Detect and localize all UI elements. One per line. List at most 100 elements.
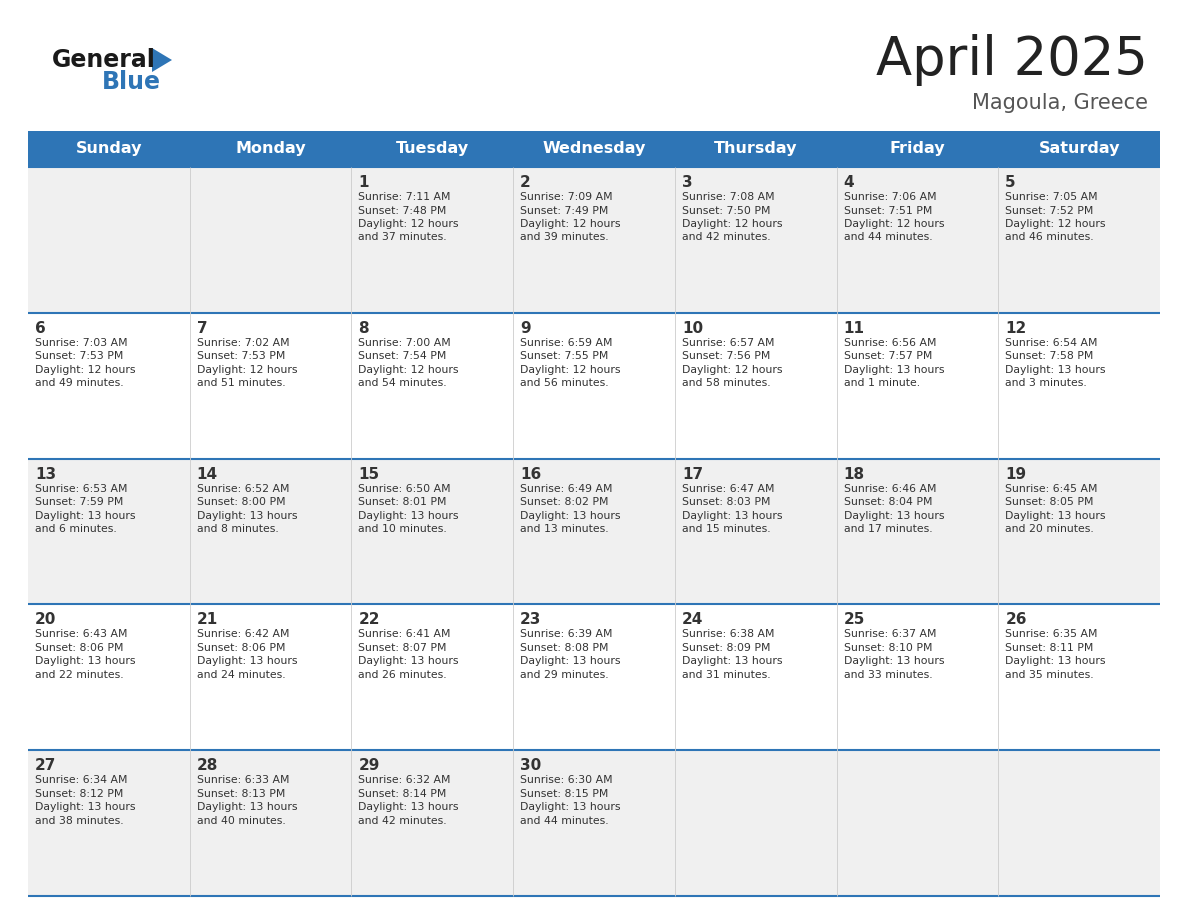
Text: 2: 2 (520, 175, 531, 190)
Text: Sunrise: 6:59 AM: Sunrise: 6:59 AM (520, 338, 613, 348)
Text: and 37 minutes.: and 37 minutes. (359, 232, 447, 242)
Text: Daylight: 12 hours: Daylight: 12 hours (843, 219, 944, 229)
Text: Sunset: 7:59 PM: Sunset: 7:59 PM (34, 498, 124, 507)
Text: Daylight: 13 hours: Daylight: 13 hours (520, 510, 620, 521)
Text: Daylight: 13 hours: Daylight: 13 hours (34, 656, 135, 666)
Text: Sunrise: 6:54 AM: Sunrise: 6:54 AM (1005, 338, 1098, 348)
Text: Sunrise: 6:41 AM: Sunrise: 6:41 AM (359, 630, 451, 640)
Text: 22: 22 (359, 612, 380, 627)
Polygon shape (152, 48, 172, 72)
Text: Sunset: 8:09 PM: Sunset: 8:09 PM (682, 643, 770, 653)
Text: 27: 27 (34, 758, 56, 773)
Text: and 20 minutes.: and 20 minutes. (1005, 524, 1094, 534)
Text: Sunrise: 6:53 AM: Sunrise: 6:53 AM (34, 484, 127, 494)
Text: and 13 minutes.: and 13 minutes. (520, 524, 608, 534)
Text: and 46 minutes.: and 46 minutes. (1005, 232, 1094, 242)
Text: 19: 19 (1005, 466, 1026, 482)
Text: Sunset: 7:58 PM: Sunset: 7:58 PM (1005, 352, 1094, 362)
Text: Saturday: Saturday (1038, 141, 1120, 156)
Text: 7: 7 (197, 320, 208, 336)
Text: Sunrise: 7:02 AM: Sunrise: 7:02 AM (197, 338, 290, 348)
Text: Daylight: 12 hours: Daylight: 12 hours (359, 364, 459, 375)
Text: and 8 minutes.: and 8 minutes. (197, 524, 278, 534)
Text: 26: 26 (1005, 612, 1026, 627)
Text: Sunrise: 6:32 AM: Sunrise: 6:32 AM (359, 775, 451, 785)
Text: 13: 13 (34, 466, 56, 482)
Text: Daylight: 13 hours: Daylight: 13 hours (520, 656, 620, 666)
Text: Sunrise: 7:03 AM: Sunrise: 7:03 AM (34, 338, 127, 348)
Text: and 6 minutes.: and 6 minutes. (34, 524, 116, 534)
Text: and 56 minutes.: and 56 minutes. (520, 378, 608, 388)
Text: General: General (52, 48, 156, 72)
Bar (29, 313, 1159, 459)
Text: Sunset: 8:15 PM: Sunset: 8:15 PM (520, 789, 608, 799)
Text: Sunrise: 6:37 AM: Sunrise: 6:37 AM (843, 630, 936, 640)
Text: Daylight: 12 hours: Daylight: 12 hours (682, 364, 783, 375)
Text: Daylight: 13 hours: Daylight: 13 hours (1005, 510, 1106, 521)
Text: Daylight: 13 hours: Daylight: 13 hours (1005, 656, 1106, 666)
Text: Sunset: 8:06 PM: Sunset: 8:06 PM (197, 643, 285, 653)
Text: Daylight: 12 hours: Daylight: 12 hours (520, 364, 620, 375)
Text: and 35 minutes.: and 35 minutes. (1005, 670, 1094, 680)
Text: Daylight: 13 hours: Daylight: 13 hours (197, 656, 297, 666)
Text: Daylight: 12 hours: Daylight: 12 hours (197, 364, 297, 375)
Text: Daylight: 12 hours: Daylight: 12 hours (34, 364, 135, 375)
Text: and 42 minutes.: and 42 minutes. (682, 232, 771, 242)
Text: 14: 14 (197, 466, 217, 482)
Text: Sunset: 8:08 PM: Sunset: 8:08 PM (520, 643, 608, 653)
Text: Sunrise: 6:30 AM: Sunrise: 6:30 AM (520, 775, 613, 785)
Text: and 1 minute.: and 1 minute. (843, 378, 920, 388)
Text: Sunrise: 6:46 AM: Sunrise: 6:46 AM (843, 484, 936, 494)
Text: 3: 3 (682, 175, 693, 190)
Text: 24: 24 (682, 612, 703, 627)
Text: and 33 minutes.: and 33 minutes. (843, 670, 933, 680)
Text: Sunday: Sunday (76, 141, 143, 156)
Bar (29, 131, 1159, 167)
Text: 11: 11 (843, 320, 865, 336)
Text: Sunrise: 6:47 AM: Sunrise: 6:47 AM (682, 484, 775, 494)
Text: Sunset: 7:57 PM: Sunset: 7:57 PM (843, 352, 931, 362)
Text: Sunset: 8:01 PM: Sunset: 8:01 PM (359, 498, 447, 507)
Text: 15: 15 (359, 466, 379, 482)
Text: 20: 20 (34, 612, 56, 627)
Text: and 17 minutes.: and 17 minutes. (843, 524, 933, 534)
Text: and 42 minutes.: and 42 minutes. (359, 816, 447, 825)
Text: Sunset: 8:10 PM: Sunset: 8:10 PM (843, 643, 933, 653)
Text: Daylight: 13 hours: Daylight: 13 hours (682, 656, 783, 666)
Text: 18: 18 (843, 466, 865, 482)
Text: Daylight: 13 hours: Daylight: 13 hours (520, 802, 620, 812)
Text: Sunrise: 7:05 AM: Sunrise: 7:05 AM (1005, 192, 1098, 202)
Text: Sunrise: 6:57 AM: Sunrise: 6:57 AM (682, 338, 775, 348)
Text: 1: 1 (359, 175, 369, 190)
Text: Sunrise: 6:56 AM: Sunrise: 6:56 AM (843, 338, 936, 348)
Text: Monday: Monday (235, 141, 305, 156)
Text: 16: 16 (520, 466, 542, 482)
Text: and 44 minutes.: and 44 minutes. (520, 816, 608, 825)
Bar (29, 604, 1159, 750)
Text: 25: 25 (843, 612, 865, 627)
Text: Sunrise: 6:52 AM: Sunrise: 6:52 AM (197, 484, 289, 494)
Text: April 2025: April 2025 (876, 34, 1148, 86)
Text: Sunrise: 6:38 AM: Sunrise: 6:38 AM (682, 630, 775, 640)
Text: and 39 minutes.: and 39 minutes. (520, 232, 608, 242)
Text: 17: 17 (682, 466, 703, 482)
Text: Sunset: 8:03 PM: Sunset: 8:03 PM (682, 498, 770, 507)
Text: Sunrise: 6:33 AM: Sunrise: 6:33 AM (197, 775, 289, 785)
Text: Sunrise: 7:08 AM: Sunrise: 7:08 AM (682, 192, 775, 202)
Text: Sunset: 7:56 PM: Sunset: 7:56 PM (682, 352, 770, 362)
Text: Sunrise: 7:06 AM: Sunrise: 7:06 AM (843, 192, 936, 202)
Text: Daylight: 13 hours: Daylight: 13 hours (843, 364, 944, 375)
Text: Sunrise: 7:00 AM: Sunrise: 7:00 AM (359, 338, 451, 348)
Text: Tuesday: Tuesday (396, 141, 469, 156)
Text: Thursday: Thursday (714, 141, 797, 156)
Text: Sunset: 8:02 PM: Sunset: 8:02 PM (520, 498, 608, 507)
Text: Daylight: 12 hours: Daylight: 12 hours (1005, 219, 1106, 229)
Text: Sunset: 7:55 PM: Sunset: 7:55 PM (520, 352, 608, 362)
Text: 30: 30 (520, 758, 542, 773)
Text: Daylight: 13 hours: Daylight: 13 hours (359, 510, 459, 521)
Text: Sunset: 7:54 PM: Sunset: 7:54 PM (359, 352, 447, 362)
Text: 29: 29 (359, 758, 380, 773)
Text: Daylight: 13 hours: Daylight: 13 hours (34, 510, 135, 521)
Text: Sunrise: 6:45 AM: Sunrise: 6:45 AM (1005, 484, 1098, 494)
Text: Daylight: 13 hours: Daylight: 13 hours (359, 802, 459, 812)
